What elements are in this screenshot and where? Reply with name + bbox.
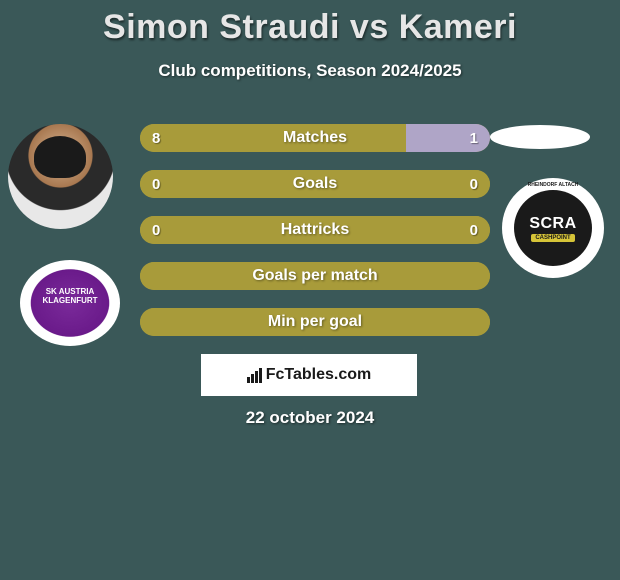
stat-label: Min per goal [140, 313, 490, 331]
stats-bars: 81Matches 00Goals 00Hattricks Goals per mat… [140, 124, 490, 354]
page-title: Simon Straudi vs Kameri [0, 0, 620, 47]
player-photo-right-placeholder [490, 125, 590, 149]
stat-label: Goals per match [140, 267, 490, 285]
club-badge-left-label: SK AUSTRIAKLAGENFURT [20, 288, 120, 306]
stat-label: Hattricks [140, 221, 490, 239]
subtitle: Club competitions, Season 2024/2025 [0, 61, 620, 81]
stat-label: Matches [140, 129, 490, 147]
fctables-label: FcTables.com [266, 366, 372, 384]
club-badge-right: RHEINDORF ALTACH SCRA CASHPOINT [502, 178, 604, 278]
stat-row: Goals per match [140, 262, 490, 290]
club-badge-right-cashpoint: CASHPOINT [531, 234, 574, 242]
stat-row: 00Goals [140, 170, 490, 198]
stat-row: 81Matches [140, 124, 490, 152]
stat-row: Min per goal [140, 308, 490, 336]
barchart-icon [247, 368, 262, 383]
fctables-watermark: FcTables.com [201, 354, 417, 396]
stat-row: 00Hattricks [140, 216, 490, 244]
player-photo-left [8, 124, 113, 229]
date-label: 22 october 2024 [0, 408, 620, 428]
club-badge-right-scra: SCRA [529, 215, 576, 233]
club-badge-left: SK AUSTRIAKLAGENFURT [20, 260, 120, 346]
club-badge-right-arc: RHEINDORF ALTACH [502, 182, 604, 188]
stat-label: Goals [140, 175, 490, 193]
